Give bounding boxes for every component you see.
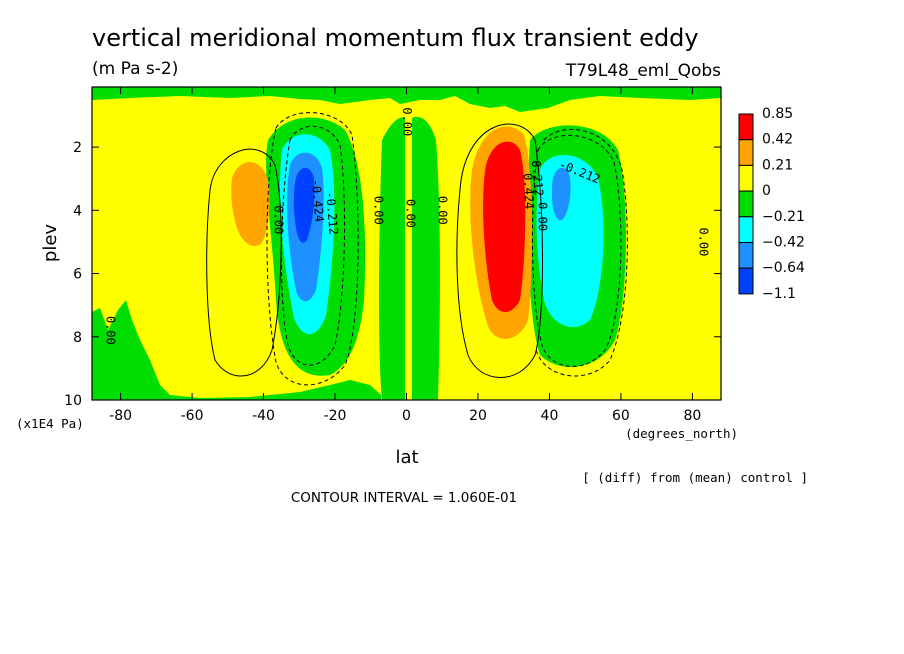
x-axis-label: lat	[395, 447, 418, 468]
contour-line	[456, 123, 543, 378]
colorbar-swatch	[738, 267, 754, 295]
contour-interval: CONTOUR INTERVAL = 1.060E-01	[291, 490, 517, 506]
colorbar-label: 0.85	[762, 106, 793, 122]
red-nh-core	[483, 141, 526, 312]
contour-label: 0.00	[536, 202, 550, 231]
contour-field	[92, 87, 721, 400]
x-tick-label: 20	[469, 408, 487, 424]
y-tick-label: 8	[73, 330, 82, 346]
contour-label: 0.424	[521, 173, 536, 210]
contour-line	[531, 134, 622, 367]
colorbar-swatch	[738, 190, 754, 218]
y-tick-label: 4	[73, 203, 82, 219]
contour-label: 0.00	[103, 316, 117, 345]
x-tick-label: -40	[252, 408, 275, 424]
x-tick-label: 60	[612, 408, 630, 424]
colorbar-label: −0.21	[762, 209, 805, 225]
colorbar-label: −0.42	[762, 235, 805, 251]
green-bottom-left	[92, 300, 381, 400]
colorbar-label: 0.42	[762, 132, 793, 148]
y-axis-label: plev	[40, 224, 61, 263]
contour-line	[206, 148, 282, 377]
contour-line	[535, 129, 628, 377]
contour-label: 0.00	[697, 227, 711, 256]
contour-label: 0.00	[271, 205, 285, 234]
colorbar-label: −1.1	[762, 286, 796, 302]
colorbar-label: 0.21	[762, 157, 793, 173]
x-tick-label: 40	[541, 408, 559, 424]
colorbar-label: −0.64	[762, 260, 805, 276]
contour-label: 0.00	[400, 107, 414, 136]
colorbar-swatch	[738, 139, 754, 166]
green-top-band	[92, 87, 721, 112]
contour-label: 0.00	[404, 199, 418, 228]
green-tropics-band-2	[412, 116, 440, 400]
colorbar-swatch	[738, 242, 754, 269]
colorbar-swatch	[738, 113, 754, 141]
chart-subtitle: (m Pa s-2)	[92, 59, 178, 79]
x-units-label: (degrees_north)	[625, 426, 738, 441]
orange-sh-lobe	[231, 162, 270, 247]
x-tick-label: -80	[109, 408, 132, 424]
x-tick-label: 80	[683, 408, 701, 424]
footnote: [ (diff) from (mean) control ]	[582, 470, 808, 485]
x-tick-label: -20	[324, 408, 347, 424]
colorbar-swatch	[738, 216, 754, 244]
experiment-label: T79L48_eml_Qobs	[565, 61, 721, 81]
y-tick-label: 2	[73, 140, 82, 156]
y-tick-label: 10	[64, 393, 82, 409]
chart-title: vertical meridional momentum flux transi…	[92, 24, 699, 52]
darkblue-sh-core	[293, 167, 315, 243]
contour-label: 0.00	[371, 196, 385, 225]
y-tick-label: 6	[73, 267, 82, 283]
colorbar-swatch	[738, 164, 754, 192]
blue-nh-core	[552, 167, 571, 221]
contour-label: -0.212	[323, 191, 341, 235]
x-tick-label: -60	[181, 408, 204, 424]
x-tick-label: 0	[402, 408, 411, 424]
contour-label: 0.212	[529, 160, 546, 197]
y-axis: 2 4 6 8 10	[64, 140, 721, 409]
colorbar-label: 0	[762, 183, 771, 199]
y-units-label: (x1E4 Pa)	[16, 416, 84, 431]
contour-line	[280, 125, 346, 366]
contour-label: -0.424	[309, 178, 327, 222]
colorbar: 0.85 0.42 0.21 0 −0.21 −0.42 −0.64 −1.1	[738, 106, 805, 302]
contour-line	[266, 112, 359, 386]
contour-label: 0.00	[436, 196, 450, 225]
x-axis: -80 -60 -40 -20 0 20 40 60 80	[109, 87, 701, 424]
green-tropics-band	[379, 117, 405, 400]
contour-lines	[206, 112, 628, 386]
